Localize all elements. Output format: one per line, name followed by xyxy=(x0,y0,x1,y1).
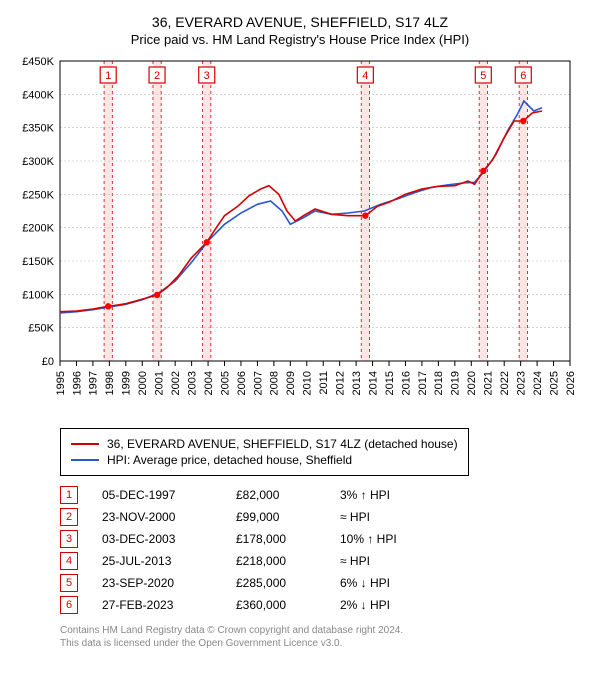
chart-title: 36, EVERARD AVENUE, SHEFFIELD, S17 4LZ xyxy=(12,14,588,30)
svg-text:2021: 2021 xyxy=(483,371,495,395)
transaction-row: 6 27-FEB-2023 £360,000 2% ↓ HPI xyxy=(60,596,588,614)
svg-text:2014: 2014 xyxy=(367,371,379,395)
transaction-price: £178,000 xyxy=(236,532,316,546)
svg-text:2008: 2008 xyxy=(269,371,281,395)
svg-text:2000: 2000 xyxy=(137,371,149,395)
svg-text:2025: 2025 xyxy=(548,371,560,395)
svg-text:2022: 2022 xyxy=(499,371,511,395)
footer-attribution: Contains HM Land Registry data © Crown c… xyxy=(60,624,588,650)
chart-subtitle: Price paid vs. HM Land Registry's House … xyxy=(12,32,588,47)
svg-text:1997: 1997 xyxy=(88,371,100,395)
svg-text:2002: 2002 xyxy=(170,371,182,395)
svg-text:2018: 2018 xyxy=(433,371,445,395)
transaction-badge: 5 xyxy=(60,574,78,592)
svg-text:2013: 2013 xyxy=(351,371,363,395)
transaction-badge: 6 xyxy=(60,596,78,614)
svg-text:2001: 2001 xyxy=(154,371,166,395)
svg-text:£450K: £450K xyxy=(22,56,54,68)
svg-text:£150K: £150K xyxy=(22,256,54,268)
chart-area: 1 2 3 4 5 6 £0 £50K £100K £150K £200K £250K £300K £35… xyxy=(12,55,588,420)
transaction-price: £82,000 xyxy=(236,488,316,502)
transaction-date: 27-FEB-2023 xyxy=(102,598,212,612)
transaction-vs-hpi: ≈ HPI xyxy=(340,554,430,568)
svg-text:2007: 2007 xyxy=(252,371,264,395)
svg-text:£0: £0 xyxy=(42,356,54,368)
svg-text:1998: 1998 xyxy=(104,371,116,395)
svg-text:£300K: £300K xyxy=(22,156,54,168)
transaction-vs-hpi: 3% ↑ HPI xyxy=(340,488,430,502)
svg-text:2: 2 xyxy=(154,70,160,82)
svg-text:2003: 2003 xyxy=(186,371,198,395)
svg-text:2006: 2006 xyxy=(236,371,248,395)
transaction-badge: 1 xyxy=(60,486,78,504)
transaction-vs-hpi: 6% ↓ HPI xyxy=(340,576,430,590)
transaction-price: £99,000 xyxy=(236,510,316,524)
svg-text:1: 1 xyxy=(105,70,111,82)
svg-text:2010: 2010 xyxy=(302,371,314,395)
transaction-price: £218,000 xyxy=(236,554,316,568)
transaction-vs-hpi: 2% ↓ HPI xyxy=(340,598,430,612)
legend-label: 36, EVERARD AVENUE, SHEFFIELD, S17 4LZ (… xyxy=(107,437,458,451)
transaction-row: 3 03-DEC-2003 £178,000 10% ↑ HPI xyxy=(60,530,588,548)
svg-text:£250K: £250K xyxy=(22,189,54,201)
svg-text:5: 5 xyxy=(480,70,486,82)
svg-text:2019: 2019 xyxy=(450,371,462,395)
transaction-badge: 4 xyxy=(60,552,78,570)
svg-text:4: 4 xyxy=(362,70,368,82)
transaction-price: £360,000 xyxy=(236,598,316,612)
svg-text:2005: 2005 xyxy=(219,371,231,395)
svg-text:2023: 2023 xyxy=(515,371,527,395)
svg-text:1999: 1999 xyxy=(121,371,133,395)
svg-text:£400K: £400K xyxy=(22,89,54,101)
svg-text:2015: 2015 xyxy=(384,371,396,395)
transaction-price: £285,000 xyxy=(236,576,316,590)
transaction-date: 23-SEP-2020 xyxy=(102,576,212,590)
footer-line-1: Contains HM Land Registry data © Crown c… xyxy=(60,624,588,637)
svg-text:2026: 2026 xyxy=(565,371,577,395)
transaction-row: 2 23-NOV-2000 £99,000 ≈ HPI xyxy=(60,508,588,526)
transaction-date: 23-NOV-2000 xyxy=(102,510,212,524)
price-chart-svg: 1 2 3 4 5 6 £0 £50K £100K £150K £200K £250K £300K £35… xyxy=(12,55,588,415)
svg-text:1995: 1995 xyxy=(55,371,67,395)
svg-text:6: 6 xyxy=(520,70,526,82)
transaction-row: 4 25-JUL-2013 £218,000 ≈ HPI xyxy=(60,552,588,570)
legend-item: HPI: Average price, detached house, Shef… xyxy=(71,453,458,467)
transaction-row: 5 23-SEP-2020 £285,000 6% ↓ HPI xyxy=(60,574,588,592)
svg-text:2012: 2012 xyxy=(335,371,347,395)
legend-label: HPI: Average price, detached house, Shef… xyxy=(107,453,352,467)
transaction-date: 25-JUL-2013 xyxy=(102,554,212,568)
transaction-badge: 2 xyxy=(60,508,78,526)
footer-line-2: This data is licensed under the Open Gov… xyxy=(60,637,588,650)
transactions-table: 1 05-DEC-1997 £82,000 3% ↑ HPI 2 23-NOV-2000 £… xyxy=(60,486,588,614)
svg-text:2011: 2011 xyxy=(318,371,330,395)
transaction-date: 03-DEC-2003 xyxy=(102,532,212,546)
svg-text:£350K: £350K xyxy=(22,123,54,135)
transaction-row: 1 05-DEC-1997 £82,000 3% ↑ HPI xyxy=(60,486,588,504)
svg-text:£50K: £50K xyxy=(28,323,54,335)
legend: 36, EVERARD AVENUE, SHEFFIELD, S17 4LZ (… xyxy=(60,428,469,476)
transaction-date: 05-DEC-1997 xyxy=(102,488,212,502)
legend-item: 36, EVERARD AVENUE, SHEFFIELD, S17 4LZ (… xyxy=(71,437,458,451)
svg-text:2016: 2016 xyxy=(400,371,412,395)
transaction-badge: 3 xyxy=(60,530,78,548)
svg-text:3: 3 xyxy=(204,70,210,82)
svg-text:2017: 2017 xyxy=(417,371,429,395)
svg-text:2004: 2004 xyxy=(203,371,215,395)
svg-text:£200K: £200K xyxy=(22,223,54,235)
svg-text:2024: 2024 xyxy=(532,371,544,395)
svg-text:1996: 1996 xyxy=(71,371,83,395)
svg-text:£100K: £100K xyxy=(22,289,54,301)
legend-swatch xyxy=(71,443,99,445)
svg-text:2020: 2020 xyxy=(466,371,478,395)
svg-text:2009: 2009 xyxy=(285,371,297,395)
transaction-vs-hpi: ≈ HPI xyxy=(340,510,430,524)
transaction-vs-hpi: 10% ↑ HPI xyxy=(340,532,430,546)
legend-swatch xyxy=(71,459,99,461)
